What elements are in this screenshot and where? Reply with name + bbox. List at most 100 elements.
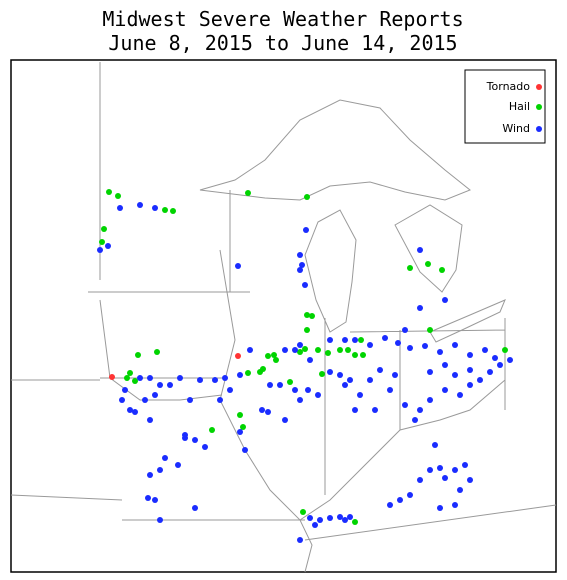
wind-report xyxy=(297,252,303,258)
wind-report xyxy=(407,345,413,351)
wind-report xyxy=(105,243,111,249)
wind-report xyxy=(152,205,158,211)
wind-report xyxy=(297,342,303,348)
wind-report xyxy=(217,397,223,403)
wind-report xyxy=(303,227,309,233)
wind-report xyxy=(452,342,458,348)
hail-report xyxy=(101,226,107,232)
hail-report xyxy=(360,352,366,358)
hail-report xyxy=(106,189,112,195)
wind-report xyxy=(299,262,305,268)
wind-report xyxy=(417,477,423,483)
hail-report xyxy=(273,357,279,363)
hail-report xyxy=(304,312,310,318)
legend-swatch xyxy=(536,126,542,132)
wind-report xyxy=(157,382,163,388)
title: Midwest Severe Weather Reports xyxy=(102,7,463,31)
wind-report xyxy=(342,382,348,388)
mississippi-river xyxy=(219,249,313,573)
hail-report xyxy=(309,313,315,319)
wind-report xyxy=(427,467,433,473)
hail-report xyxy=(115,193,121,199)
hail-report xyxy=(297,349,303,355)
hail-report xyxy=(300,509,306,515)
wind-report xyxy=(437,465,443,471)
hail-report xyxy=(240,424,246,430)
wind-report xyxy=(127,407,133,413)
wind-report xyxy=(282,417,288,423)
wind-report xyxy=(487,369,493,375)
wind-report xyxy=(182,432,188,438)
legend-swatch xyxy=(536,104,542,110)
legend: Tornado Hail Wind xyxy=(464,69,546,144)
wind-report xyxy=(367,377,373,383)
wind-report xyxy=(392,372,398,378)
wind-report xyxy=(242,447,248,453)
hail-report xyxy=(154,349,160,355)
wind-report xyxy=(237,429,243,435)
legend-swatch xyxy=(536,84,542,90)
wind-report xyxy=(312,522,318,528)
wind-report xyxy=(422,343,428,349)
legend-label: Hail xyxy=(509,100,530,113)
wind-report xyxy=(497,362,503,368)
wind-report xyxy=(387,387,393,393)
wind-report xyxy=(317,517,323,523)
wind-report xyxy=(352,407,358,413)
legend-label: Wind xyxy=(502,122,530,135)
wind-report xyxy=(235,263,241,269)
wind-report xyxy=(452,372,458,378)
wind-report xyxy=(147,472,153,478)
wind-report xyxy=(442,387,448,393)
hail-report xyxy=(132,378,138,384)
hail-report xyxy=(245,370,251,376)
wind-report xyxy=(305,387,311,393)
wind-report xyxy=(457,487,463,493)
wind-report xyxy=(307,357,313,363)
legend-label: Tornado xyxy=(486,80,531,93)
hail-report xyxy=(439,267,445,273)
wind-report xyxy=(307,515,313,521)
wind-report xyxy=(477,377,483,383)
wind-report xyxy=(342,517,348,523)
hail-report xyxy=(245,190,251,196)
hail-report xyxy=(304,194,310,200)
hail-report xyxy=(265,353,271,359)
wind-report xyxy=(152,392,158,398)
hail-report xyxy=(135,352,141,358)
hail-report xyxy=(427,327,433,333)
hail-report xyxy=(162,207,168,213)
hail-report xyxy=(237,412,243,418)
tornado-report xyxy=(235,353,241,359)
map-frame xyxy=(10,59,557,573)
reports xyxy=(97,189,513,543)
wind-report xyxy=(402,327,408,333)
wind-report xyxy=(387,502,393,508)
wind-report xyxy=(412,417,418,423)
wind-report xyxy=(347,377,353,383)
wind-report xyxy=(292,347,298,353)
wind-report xyxy=(352,337,358,343)
wind-report xyxy=(357,392,363,398)
wind-report xyxy=(372,407,378,413)
wind-report xyxy=(417,247,423,253)
subtitle: June 8, 2015 to June 14, 2015 xyxy=(108,31,457,55)
wind-report xyxy=(382,335,388,341)
wind-report xyxy=(452,467,458,473)
wind-report xyxy=(402,402,408,408)
wind-report xyxy=(417,305,423,311)
wind-report xyxy=(277,382,283,388)
wind-report xyxy=(192,505,198,511)
wind-report xyxy=(147,417,153,423)
lake-huron xyxy=(394,204,463,293)
wind-report xyxy=(297,537,303,543)
wind-report xyxy=(427,397,433,403)
wind-report xyxy=(337,372,343,378)
boundaries xyxy=(10,62,557,573)
wind-report xyxy=(437,349,443,355)
hail-report xyxy=(345,347,351,353)
wind-report xyxy=(315,392,321,398)
wind-report xyxy=(177,375,183,381)
wind-report xyxy=(292,387,298,393)
